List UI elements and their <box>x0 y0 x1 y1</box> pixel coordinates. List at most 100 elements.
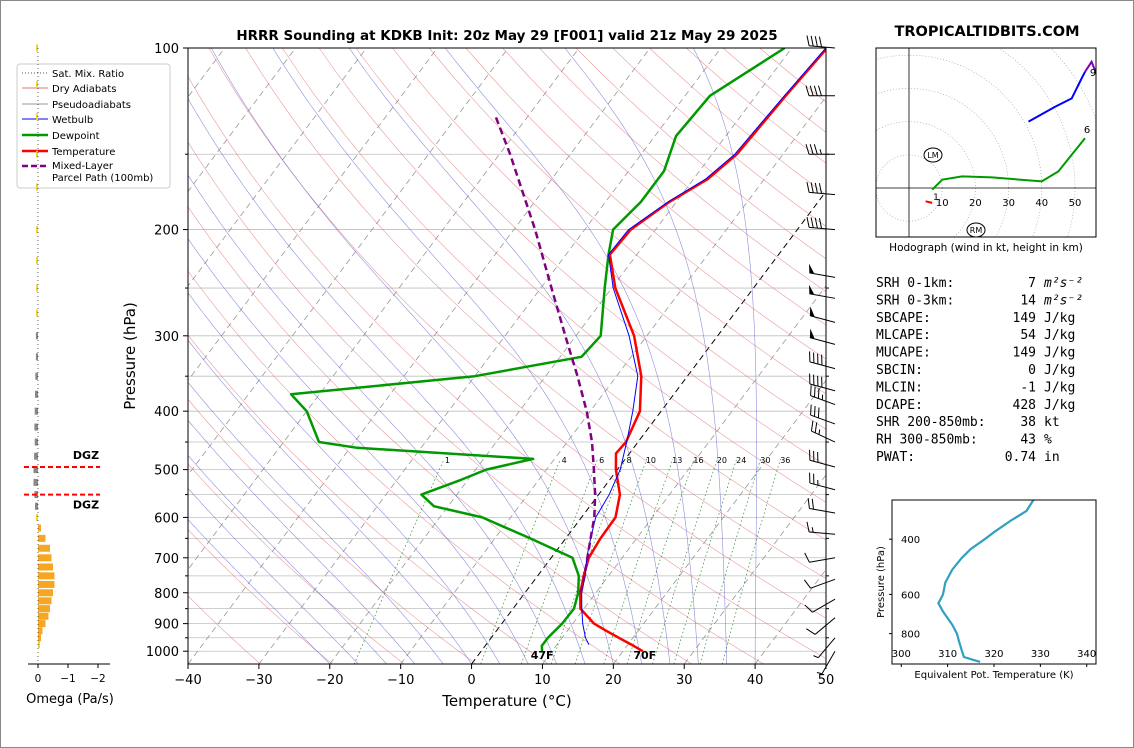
mixing-ratio-line <box>626 458 695 664</box>
index-label: MLCAPE: <box>876 328 931 343</box>
wind-barb <box>808 263 836 278</box>
isotherm <box>400 96 826 664</box>
barb-shaft <box>809 482 836 491</box>
omega-bar <box>38 563 53 571</box>
isotherm <box>188 48 580 571</box>
omega-bar <box>38 641 40 649</box>
dry-adiabat <box>282 48 826 541</box>
wind-barb <box>805 85 835 97</box>
mixing-ratio-line <box>652 458 718 664</box>
x-tick-label: 40 <box>747 673 764 688</box>
y-tick-label: 200 <box>154 224 179 239</box>
moist-adiabat <box>348 48 671 664</box>
index-label: RH 300-850mb: <box>876 433 978 448</box>
index-label: SHR 200-850mb: <box>876 415 986 430</box>
y-tick-label: 100 <box>154 42 179 57</box>
moist-adiabat <box>188 292 501 664</box>
moist-adiabat <box>188 487 359 664</box>
hodograph-trace <box>1028 71 1086 123</box>
dgz-label: DGZ <box>73 499 99 512</box>
barb-flag <box>810 385 812 396</box>
omega-bar <box>38 554 52 562</box>
omega-bar <box>36 150 38 158</box>
mixing-ratio-label: 16 <box>693 456 703 465</box>
hodograph-area: 10 20 30 40 50 1 6 9 LM RM <box>876 48 1096 237</box>
omega-bar <box>35 502 38 510</box>
index-label: PWAT: <box>876 450 915 465</box>
isotherm <box>754 568 826 664</box>
moist-adiabat <box>444 48 699 664</box>
index-value: 38 <box>1020 415 1036 430</box>
index-value: 7 <box>1028 276 1036 291</box>
barb-pennant <box>808 284 815 295</box>
storm-motion-marker <box>923 147 943 163</box>
barb-flag <box>811 498 814 510</box>
theta-e-line <box>937 499 1035 663</box>
barb-half-flag <box>818 429 821 435</box>
hodograph-trace <box>925 200 933 204</box>
omega-bar <box>36 284 38 292</box>
theta-e-panel: 300 310 320 330 340 400 600 800 Equivalent Pot. … <box>876 499 1097 681</box>
skewt-frame <box>187 47 827 665</box>
omega-bar <box>38 580 55 588</box>
dry-adiabat <box>502 48 826 326</box>
wind-barb <box>806 521 836 535</box>
barb-pennant <box>809 328 815 339</box>
isotherm <box>329 48 793 664</box>
x-tick-label: 20 <box>605 673 622 688</box>
index-unit: J/kg <box>1044 380 1075 395</box>
index-label: DCAPE: <box>876 398 923 413</box>
dry-adiabat <box>188 463 405 664</box>
barb-shaft <box>817 637 836 659</box>
barb-flag <box>817 388 820 399</box>
isotherm <box>188 48 296 193</box>
height-label: 9 <box>1090 68 1096 79</box>
index-value: 0 <box>1028 363 1036 378</box>
moist-adiabat <box>188 419 416 664</box>
barb-shaft <box>809 293 836 299</box>
mixing-ratio-label: 30 <box>760 456 770 465</box>
mixing-ratio-line <box>521 458 599 664</box>
x-tick-label: 50 <box>818 673 835 688</box>
index-value: 43 <box>1020 433 1036 448</box>
dry-adiabat <box>208 48 826 619</box>
barb-pennant <box>808 263 815 274</box>
barb-flag <box>809 85 814 96</box>
legend-label: Temperature <box>51 147 115 158</box>
omega-bar <box>38 605 50 613</box>
dry-adiabat <box>188 270 621 664</box>
barb-flag <box>818 183 823 194</box>
omega-bar <box>38 572 55 580</box>
barb-pennant <box>809 306 815 317</box>
theta-e-x-tick-label: 320 <box>984 649 1003 660</box>
skewt-plot: 1 4 6 8 10 13 16 20 24 30 36 70F 47F −40 −30 −20 −10 0 10 2… <box>121 42 835 710</box>
index-unit: J/kg <box>1044 363 1075 378</box>
isotherm <box>542 285 826 664</box>
mixing-ratio-label: 24 <box>736 456 746 465</box>
hodograph-trace <box>1084 59 1096 76</box>
omega-bar <box>35 372 38 380</box>
mixing-ratio-label: 4 <box>562 456 567 465</box>
omega-bar <box>38 620 46 628</box>
wind-barb <box>805 144 835 155</box>
barb-flag <box>804 552 810 563</box>
barb-shaft <box>809 191 836 196</box>
moist-adiabat <box>188 238 529 664</box>
wind-barb <box>809 306 836 323</box>
omega-bar <box>36 44 38 52</box>
omega-bar <box>38 597 52 605</box>
theta-e-x-tick-label: 310 <box>938 649 957 660</box>
index-value: 54 <box>1020 328 1036 343</box>
barb-shaft <box>814 617 836 635</box>
barb-half-flag <box>819 149 822 155</box>
dry-adiabat <box>188 529 333 664</box>
theta-e-x-tick-label: 340 <box>1077 649 1096 660</box>
omega-bar <box>34 452 38 460</box>
barb-shaft <box>809 383 836 392</box>
moist-adiabat <box>188 174 557 664</box>
wind-barb <box>803 578 836 589</box>
barb-flag <box>814 36 818 47</box>
mixing-ratio-label: 6 <box>599 456 604 465</box>
hodograph-tick-label: 30 <box>1002 198 1015 209</box>
barb-flag <box>810 182 814 193</box>
